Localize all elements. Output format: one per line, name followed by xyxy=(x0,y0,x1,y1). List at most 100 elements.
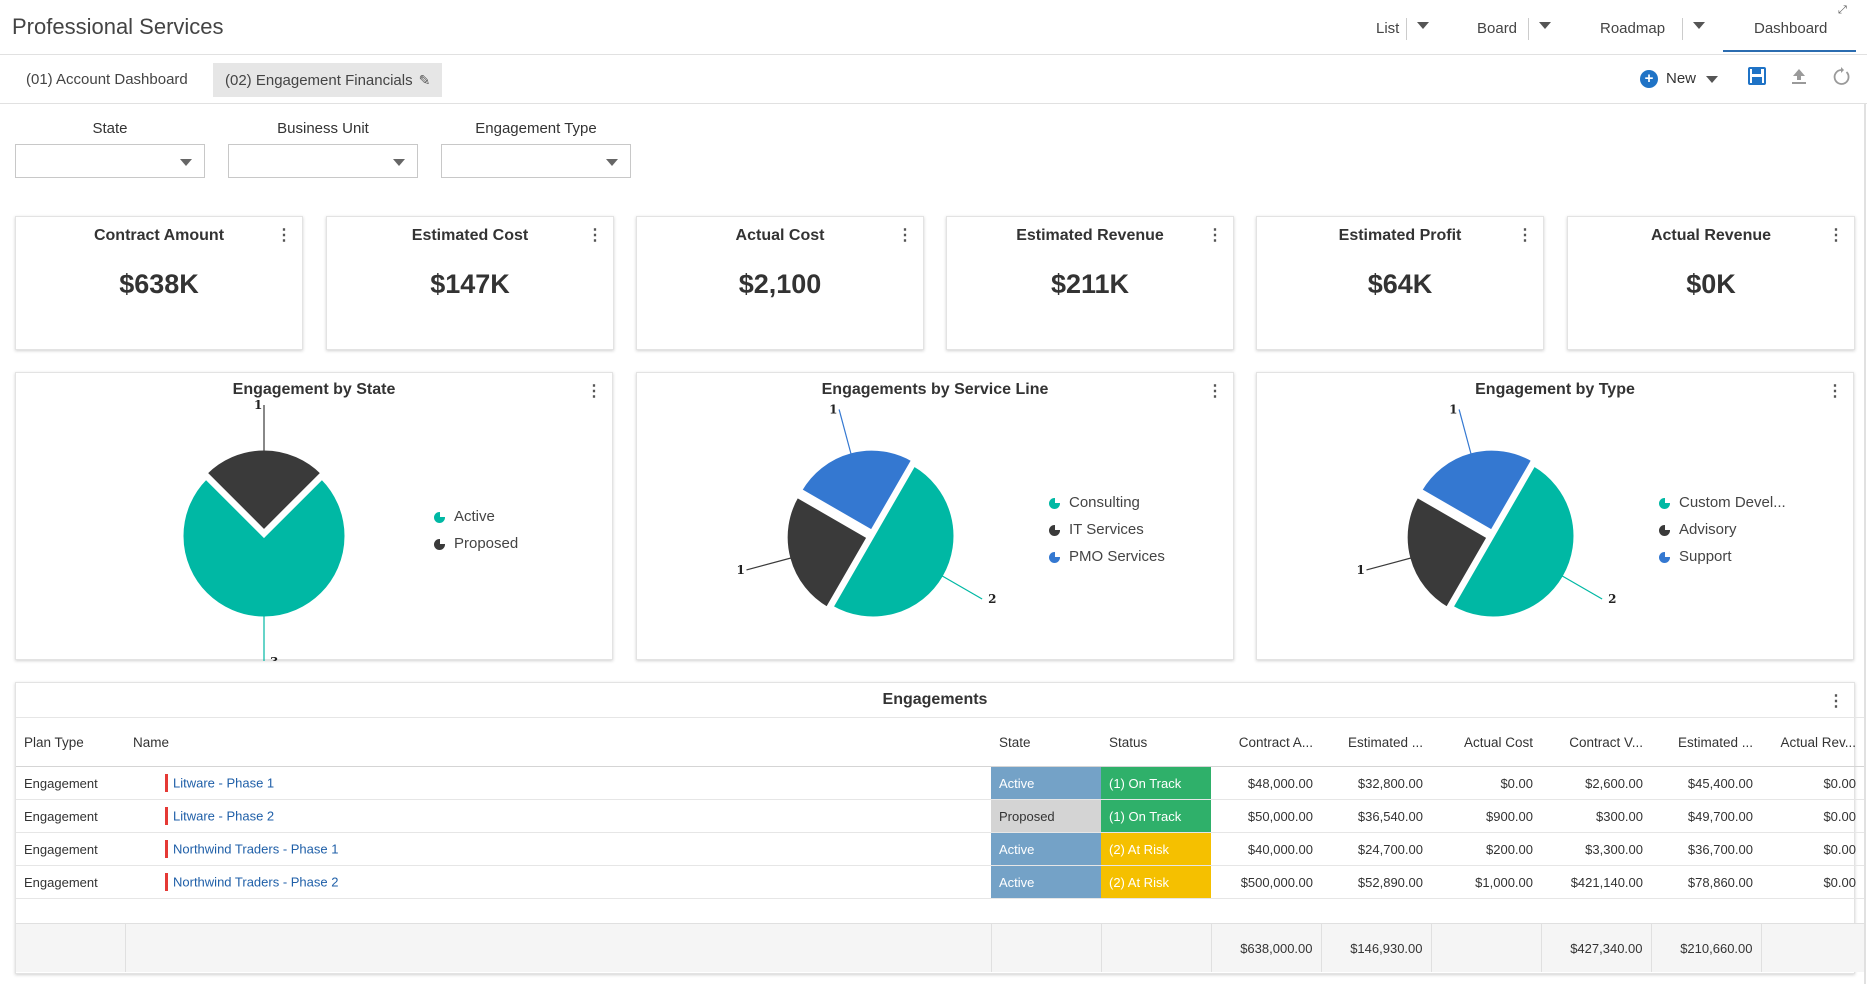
leader-line xyxy=(1561,575,1603,600)
actual-cost-cell: $0.00 xyxy=(1431,766,1541,800)
kpi-value: $147K xyxy=(430,269,510,299)
column-header[interactable]: Contract V... xyxy=(1541,717,1651,767)
legend-swatch-icon xyxy=(434,538,445,550)
expand-icon[interactable]: ⤢ xyxy=(1838,4,1847,16)
engagement-type-dropdown[interactable] xyxy=(441,144,631,178)
actual-cost-cell: $200.00 xyxy=(1431,832,1541,866)
chevron-down-icon xyxy=(606,159,618,166)
view-tab-list[interactable]: List xyxy=(1376,20,1400,37)
pie-chart: 2 1 1 xyxy=(736,402,996,620)
contract-value-cell: $421,140.00 xyxy=(1541,865,1651,899)
roadmap-dropdown-icon[interactable] xyxy=(1693,22,1705,29)
table-row[interactable]: Engagement Northwind Traders - Phase 2 A… xyxy=(16,865,1864,899)
view-tab-dashboard[interactable]: Dashboard xyxy=(1754,20,1828,37)
view-tab-roadmap[interactable]: Roadmap xyxy=(1600,20,1666,37)
leader-line xyxy=(1458,409,1472,455)
chart-title: Engagements by Service Line xyxy=(821,381,1049,398)
status-cell: (2) At Risk xyxy=(1101,865,1211,899)
board-dropdown-icon[interactable] xyxy=(1539,22,1551,29)
more-options-icon[interactable]: ⋮ xyxy=(1828,227,1844,244)
tab-engagement-financials[interactable]: (02) Engagement Financials ✎ xyxy=(213,63,443,97)
column-header[interactable]: Status xyxy=(1101,717,1211,767)
legend-item[interactable]: IT Services xyxy=(1049,516,1165,543)
engagement-link[interactable]: Litware - Phase 2 xyxy=(173,808,275,824)
priority-marker xyxy=(165,840,168,858)
name-cell: Litware - Phase 2 xyxy=(125,799,991,833)
legend-item[interactable]: PMO Services xyxy=(1049,543,1165,570)
state-dropdown[interactable] xyxy=(15,144,205,178)
legend-item[interactable]: Proposed xyxy=(434,530,518,557)
plan-type-cell: Engagement xyxy=(16,799,125,833)
column-header[interactable]: Contract A... xyxy=(1211,717,1321,767)
business-unit-dropdown[interactable] xyxy=(228,144,418,178)
engagements-table: Plan Type Name State Status Contract A..… xyxy=(16,717,1865,972)
plan-type-cell: Engagement xyxy=(16,865,125,899)
app-title: Professional Services xyxy=(12,14,224,39)
total-estimated-revenue: $210,660.00 xyxy=(1651,923,1762,972)
contract-value-cell: $300.00 xyxy=(1541,799,1651,833)
kpi-card-estimated-revenue: Estimated Revenue ⋮ $211K xyxy=(946,216,1234,350)
total-cell xyxy=(1101,923,1212,972)
column-header[interactable]: Name xyxy=(125,717,991,767)
name-cell: Northwind Traders - Phase 1 xyxy=(125,832,991,866)
kpi-card-actual-cost: Actual Cost ⋮ $2,100 xyxy=(636,216,924,350)
legend-item[interactable]: Custom Devel... xyxy=(1659,489,1786,516)
estimated-cost-cell: $36,540.00 xyxy=(1321,799,1431,833)
engagement-link[interactable]: Northwind Traders - Phase 2 xyxy=(173,874,339,890)
legend-item[interactable]: Advisory xyxy=(1659,516,1786,543)
column-header[interactable]: Actual Rev... xyxy=(1761,717,1864,767)
more-options-icon[interactable]: ⋮ xyxy=(1207,383,1223,400)
top-bar: Professional Services List Board Roadmap… xyxy=(0,0,1867,55)
legend-swatch-icon xyxy=(1659,497,1670,509)
more-options-icon[interactable]: ⋮ xyxy=(587,227,603,244)
chart-card-engagement-by-type: Engagement by Type ⋮ 2 1 1 Custom Devel...… xyxy=(1256,372,1854,660)
new-button[interactable]: + New xyxy=(1640,67,1719,91)
total-estimated-cost: $146,930.00 xyxy=(1321,923,1432,972)
view-tab-board[interactable]: Board xyxy=(1477,20,1518,37)
refresh-icon[interactable] xyxy=(1830,67,1852,89)
more-options-icon[interactable]: ⋮ xyxy=(276,227,292,244)
more-options-icon[interactable]: ⋮ xyxy=(1827,383,1843,400)
new-label: New xyxy=(1666,70,1697,87)
tab-label: (02) Engagement Financials xyxy=(225,72,413,89)
more-options-icon[interactable]: ⋮ xyxy=(586,383,602,400)
data-label: 1 xyxy=(829,402,837,416)
save-icon[interactable] xyxy=(1746,67,1768,89)
divider xyxy=(1682,18,1683,40)
total-cell xyxy=(1431,923,1542,972)
table-row[interactable]: Engagement Litware - Phase 1 Active (1) … xyxy=(16,766,1864,800)
filter-label-state: State xyxy=(92,120,128,137)
more-options-icon[interactable]: ⋮ xyxy=(897,227,913,244)
engagements-table-card: Engagements ⋮ Plan Type Name State Statu… xyxy=(15,682,1865,974)
column-header[interactable]: Estimated ... xyxy=(1321,717,1431,767)
chart-title: Engagement by State xyxy=(232,381,396,398)
table-row[interactable]: Engagement Northwind Traders - Phase 1 A… xyxy=(16,832,1864,866)
engagement-link[interactable]: Litware - Phase 1 xyxy=(173,775,275,791)
more-options-icon[interactable]: ⋮ xyxy=(1517,227,1533,244)
column-header[interactable]: Estimated ... xyxy=(1651,717,1761,767)
more-options-icon[interactable]: ⋮ xyxy=(1828,693,1844,710)
upload-icon[interactable] xyxy=(1788,67,1810,89)
column-header[interactable]: Actual Cost xyxy=(1431,717,1541,767)
table-row[interactable]: Engagement Litware - Phase 2 Proposed (1… xyxy=(16,799,1864,833)
kpi-title: Estimated Revenue xyxy=(1016,227,1164,244)
actual-cost-cell: $900.00 xyxy=(1431,799,1541,833)
legend-item[interactable]: Consulting xyxy=(1049,489,1165,516)
estimated-revenue-cell: $36,700.00 xyxy=(1651,832,1761,866)
table-title: Engagements xyxy=(882,691,988,708)
legend-item[interactable]: Active xyxy=(434,503,518,530)
active-view-indicator xyxy=(1723,50,1856,52)
tab-account-dashboard[interactable]: (01) Account Dashboard xyxy=(14,63,200,97)
legend-item[interactable]: Support xyxy=(1659,543,1786,570)
more-options-icon[interactable]: ⋮ xyxy=(1207,227,1223,244)
legend-label: PMO Services xyxy=(1069,548,1165,565)
status-cell: (1) On Track xyxy=(1101,799,1211,833)
column-header[interactable]: State xyxy=(991,717,1101,767)
legend-swatch-icon xyxy=(1659,524,1670,536)
column-header[interactable]: Plan Type xyxy=(16,717,125,767)
name-cell: Northwind Traders - Phase 2 xyxy=(125,865,991,899)
engagement-link[interactable]: Northwind Traders - Phase 1 xyxy=(173,841,339,857)
list-dropdown-icon[interactable] xyxy=(1417,22,1429,29)
pencil-icon[interactable]: ✎ xyxy=(418,72,431,88)
table-header-row: Plan Type Name State Status Contract A..… xyxy=(16,717,1864,767)
